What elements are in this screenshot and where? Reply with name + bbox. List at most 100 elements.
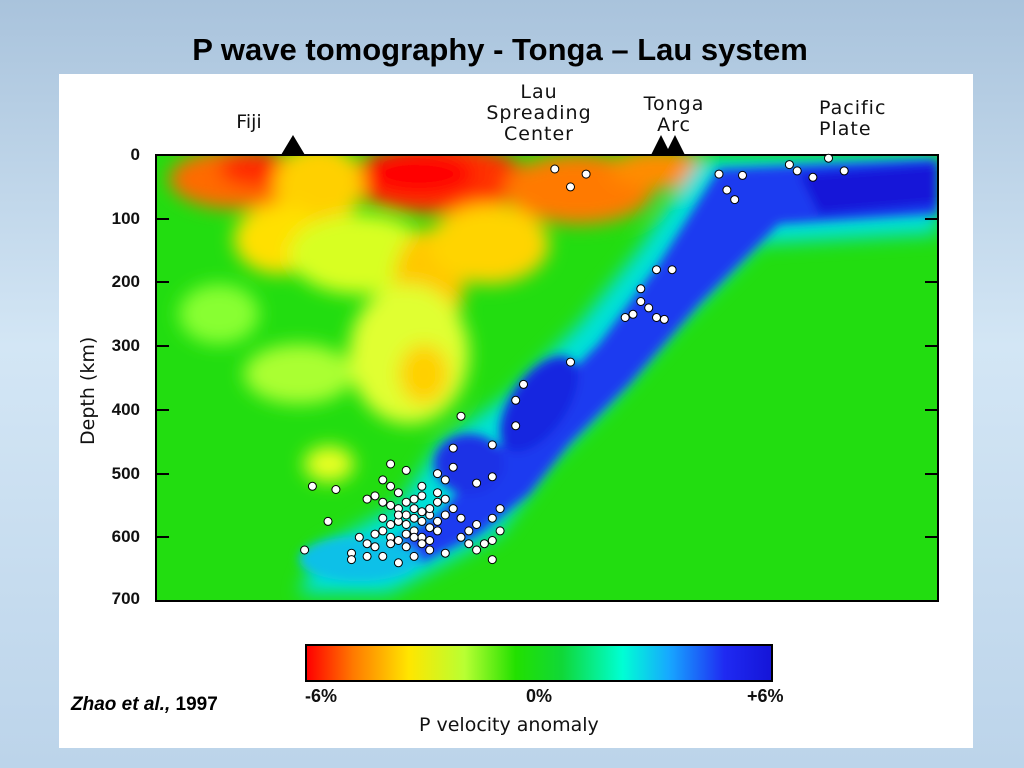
earthquake-hypocenters [300,153,849,568]
earthquake-dot [448,504,458,514]
earthquake-dot [409,494,419,504]
earthquake-dot [738,170,747,180]
earthquake-dot [448,443,458,453]
y-tick-label: 100 [111,209,140,228]
earthquake-dot [487,472,497,482]
earthquake-dot [566,357,575,367]
y-tick-label: 200 [111,272,140,291]
y-tick-label: 600 [111,527,140,546]
earthquake-dot [550,164,560,174]
earthquake-dot [472,545,482,555]
earthquake-dot [386,459,396,469]
earthquake-dot [652,313,661,322]
earthquake-dot [362,551,372,561]
y-axis-label: Depth (km) [77,336,99,445]
earthquake-dot [784,160,794,170]
earthquake-dot [464,526,474,536]
earthquake-dot [307,481,317,491]
colorbar-title: P velocity anomaly [419,714,599,736]
earthquake-dot [417,507,427,517]
surface-label-tonga-arc: Tonga Arc [643,93,705,136]
earthquake-dot [456,513,466,523]
tomography-plot [155,135,939,602]
earthquake-dot [581,169,591,179]
citation-authors: Zhao et al., [71,694,171,715]
earthquake-dot [519,379,528,389]
earthquake-dot [370,491,380,501]
earthquake-dot [433,526,442,536]
earthquake-dot [409,532,419,542]
earthquake-dot [370,542,380,552]
earthquake-dot [409,504,419,514]
earthquake-dot [714,169,724,179]
earthquake-dot [401,529,411,539]
earthquake-dot [808,172,818,182]
earthquake-dot [636,284,646,294]
earthquake-dot [354,532,364,542]
velocity-anomaly-field [156,155,938,601]
earthquake-dot [636,297,646,306]
y-tick-label: 700 [111,589,140,608]
earthquake-dot [393,488,403,498]
earthquake-dot [433,497,442,507]
earthquake-dot [323,516,333,526]
earthquake-dot [378,526,388,536]
earthquake-dot [393,558,403,568]
earthquake-dot [433,469,442,479]
surface-label-pacific-plate: Pacific Plate [819,97,887,140]
citation-year: 1997 [170,694,218,715]
earthquake-dot [300,545,310,555]
earthquake-dot [440,494,450,504]
earthquake-dot [487,513,497,523]
earthquake-dot [401,465,411,475]
surface-label-lau-spreading-center: Lau Spreading Center [486,81,592,145]
earthquake-dot [393,536,403,545]
y-tick-label: 0 [130,145,140,164]
earthquake-dot [378,551,388,561]
figure-panel: Fiji Lau Spreading Center Tonga Arc Pacific… [59,74,973,748]
earthquake-dot [401,520,411,529]
colorbar-mid-label: 0% [526,686,553,706]
earthquake-dot [425,523,435,533]
earthquake-dot [652,265,661,275]
earthquake-dot [440,475,450,485]
earthquake-dot [644,303,654,313]
earthquake-dot [456,411,466,421]
earthquake-dot [824,153,833,163]
earthquake-dot [511,421,521,431]
earthquake-dot [511,395,521,405]
earthquake-dot [347,555,356,565]
earthquake-dot [487,440,497,450]
earthquake-dot [417,491,427,501]
earthquake-dot [839,166,849,176]
earthquake-dot [386,520,396,529]
earthquake-dot [401,542,411,552]
earthquake-dot [386,481,396,491]
earthquake-dot [331,485,341,494]
earthquake-dot [495,504,505,514]
earthquake-dot [433,516,442,526]
earthquake-dot [667,265,677,275]
earthquake-dot [433,488,442,498]
earthquake-dot [479,539,489,549]
earthquake-dot [362,494,372,504]
earthquake-dot [628,309,638,319]
plot-frame [155,154,939,602]
earthquake-dot [393,510,403,520]
earthquake-dot [464,539,474,549]
earthquake-dot [448,462,458,472]
earthquake-dot [425,545,435,555]
earthquake-dot [417,516,427,526]
earthquake-dot [409,551,419,561]
earthquake-dot [440,510,450,520]
earthquake-dot [472,478,482,488]
earthquake-dot [386,500,396,510]
y-tick-label: 500 [111,464,140,483]
earthquake-dot [370,529,380,539]
earthquake-dot [730,195,740,205]
citation: Zhao et al., 1997 [71,694,218,716]
tonga-arc-triangle-marker-2 [665,135,685,155]
earthquake-dot [401,497,411,507]
earthquake-dot [722,185,732,195]
y-tick-label: 400 [111,400,140,419]
